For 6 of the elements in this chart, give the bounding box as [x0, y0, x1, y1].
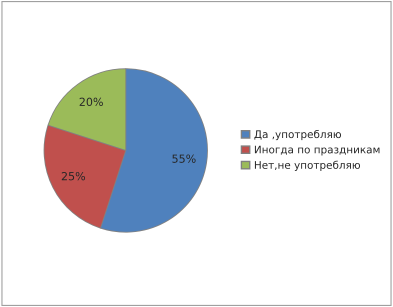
legend-label: Иногда по праздникам [254, 146, 380, 156]
data-label: 25% [62, 172, 86, 180]
data-label: 55% [172, 154, 196, 163]
data-label: 20% [80, 98, 103, 106]
legend-label: Да ,употребляю [254, 130, 342, 140]
legend-label: Нет,не употребляю [254, 160, 360, 171]
